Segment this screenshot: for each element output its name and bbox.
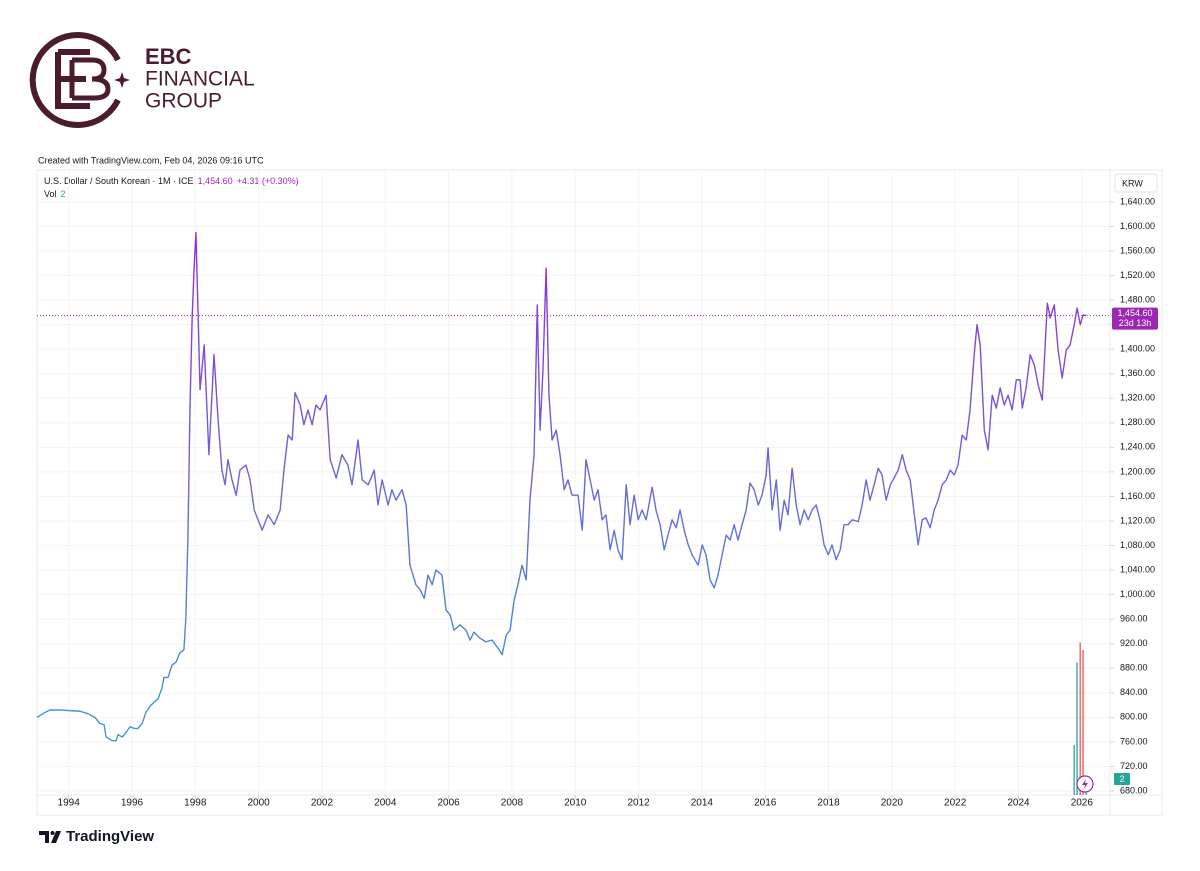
x-tick-label: 2000 bbox=[248, 798, 271, 809]
y-tick-label: 960.00 bbox=[1120, 614, 1148, 624]
volume-badge bbox=[1114, 773, 1130, 785]
x-tick-label: 2026 bbox=[1071, 798, 1094, 809]
y-tick-label: 1,560.00 bbox=[1120, 245, 1155, 255]
logo bbox=[29, 32, 130, 128]
x-tick-label: 2006 bbox=[437, 798, 460, 809]
x-tick-label: 2024 bbox=[1007, 798, 1030, 809]
y-tick-label: 1,200.00 bbox=[1120, 466, 1155, 476]
y-tick-label: 1,320.00 bbox=[1120, 393, 1155, 403]
volume-label: Vol bbox=[44, 189, 57, 199]
currency: KRW bbox=[1122, 178, 1143, 188]
last-price-box bbox=[1112, 307, 1158, 330]
x-tick-label: 1998 bbox=[184, 798, 207, 809]
logo-ring bbox=[29, 32, 121, 128]
y-tick-label: 1,240.00 bbox=[1120, 442, 1155, 452]
y-tick-label: 1,360.00 bbox=[1120, 368, 1155, 378]
y-tick-label: 1,520.00 bbox=[1120, 270, 1155, 280]
y-tick-label: 680.00 bbox=[1120, 785, 1148, 795]
x-tick-label: 2020 bbox=[881, 798, 904, 809]
y-tick-label: 1,080.00 bbox=[1120, 540, 1155, 550]
x-tick-label: 2004 bbox=[374, 798, 397, 809]
logo-text: FINANCIAL bbox=[145, 68, 255, 91]
chart-frame bbox=[36, 169, 1163, 816]
x-tick-label: 2014 bbox=[691, 798, 714, 809]
price-line bbox=[36, 231, 1087, 742]
volume-badge-label: 2 bbox=[1119, 774, 1124, 784]
volume-bar bbox=[1085, 792, 1088, 795]
watermark: TradingView bbox=[66, 828, 154, 845]
x-tick-label: 1994 bbox=[58, 798, 81, 809]
plot: 680.00 720.00 760.00 800.00 840.00 880.00 920.… bbox=[36, 170, 1155, 809]
tv-icon bbox=[39, 831, 61, 843]
volume-legend: Vol 2 bbox=[44, 189, 66, 199]
x-tick-label: 2002 bbox=[311, 798, 334, 809]
y-tick-label: 720.00 bbox=[1120, 761, 1148, 771]
y-tick-label: 840.00 bbox=[1120, 687, 1148, 697]
y-tick-label: 1,640.00 bbox=[1120, 196, 1155, 206]
y-tick-label: 880.00 bbox=[1120, 663, 1148, 673]
y-tick-label: 1,480.00 bbox=[1120, 294, 1155, 304]
symbol-legend: U.S. Dollar / South Korean · 1M · ICE 1,4… bbox=[44, 176, 299, 186]
y-tick-label: 800.00 bbox=[1120, 712, 1148, 722]
countdown: 23d 13h bbox=[1119, 318, 1152, 328]
symbol-name: U.S. Dollar / South Korean · 1M · ICE bbox=[44, 176, 194, 186]
x-tick-label: 2010 bbox=[564, 798, 587, 809]
logo-text: EBC bbox=[145, 44, 192, 69]
currency-box[interactable] bbox=[1114, 173, 1158, 193]
last-price: 1,454.60 bbox=[198, 176, 233, 186]
volume-bar bbox=[1073, 745, 1076, 795]
y-tick-label: 1,280.00 bbox=[1120, 417, 1155, 427]
x-tick-label: 1996 bbox=[121, 798, 144, 809]
tv-icon-dot bbox=[50, 831, 55, 835]
x-tick-label: 2008 bbox=[501, 798, 524, 809]
credit: Created with TradingView.com, Feb 04, 20… bbox=[38, 155, 264, 165]
y-tick-label: 1,600.00 bbox=[1120, 221, 1155, 231]
y-tick-label: 1,000.00 bbox=[1120, 589, 1155, 599]
volume-bar bbox=[1082, 650, 1084, 795]
y-tick-label: 920.00 bbox=[1120, 638, 1148, 648]
alert-bolt bbox=[1082, 779, 1088, 789]
y-tick-label: 1,040.00 bbox=[1120, 564, 1155, 574]
x-tick-label: 2016 bbox=[754, 798, 777, 809]
tradingview-logo bbox=[39, 831, 61, 843]
volume-value: 2 bbox=[61, 189, 66, 199]
logo-text: GROUP bbox=[145, 90, 222, 113]
last-price-label: 1,454.60 bbox=[1117, 308, 1152, 318]
logo-star bbox=[114, 72, 130, 88]
y-tick-label: 1,120.00 bbox=[1120, 515, 1155, 525]
y-tick-label: 1,400.00 bbox=[1120, 344, 1155, 354]
volume-bar bbox=[1079, 642, 1082, 795]
logo-b bbox=[69, 57, 111, 101]
y-tick-label: 1,160.00 bbox=[1120, 491, 1155, 501]
y-tick-label: 760.00 bbox=[1120, 736, 1148, 746]
x-tick-label: 2012 bbox=[627, 798, 650, 809]
volume-bar bbox=[1076, 662, 1078, 795]
x-tick-label: 2022 bbox=[944, 798, 967, 809]
x-tick-label: 2018 bbox=[817, 798, 840, 809]
price-change: +4.31 (+0.30%) bbox=[237, 176, 299, 186]
